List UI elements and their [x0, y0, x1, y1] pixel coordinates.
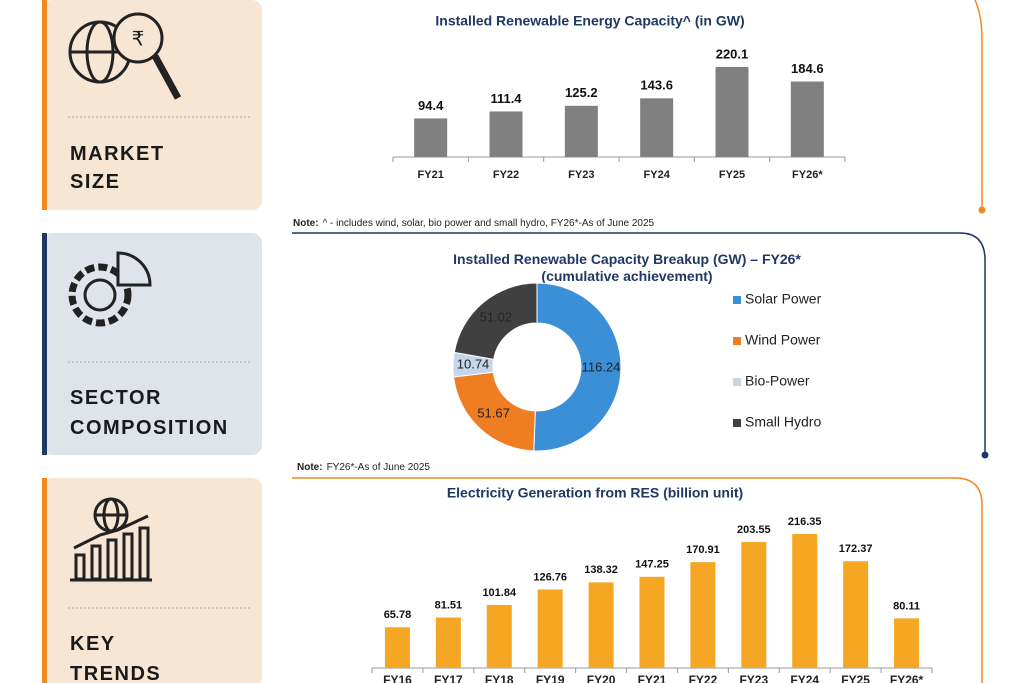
note-label: Note: [293, 218, 319, 229]
legend-swatch [733, 378, 741, 386]
value-label: 125.2 [565, 85, 598, 100]
bar [414, 118, 448, 157]
x-tick-label: FY23 [568, 169, 594, 181]
panel-background [42, 233, 262, 455]
value-label: 65.78 [384, 609, 412, 621]
panel-accent [42, 233, 47, 455]
slice-label: 116.24 [582, 360, 621, 375]
x-tick-label: FY25 [719, 169, 745, 181]
panel-label: MARKET [70, 143, 165, 165]
charts: MARKET SIZE SECTOR COMPOSITION KEY TRENDS Inst… [70, 13, 933, 683]
donut-slice [453, 282, 538, 360]
legend-swatch [733, 296, 741, 304]
note-label: Note: [297, 462, 323, 473]
x-tick-label: FY24 [644, 169, 671, 181]
x-tick-label: FY26* [792, 169, 823, 181]
bar [639, 576, 665, 668]
value-label: 172.37 [839, 543, 873, 555]
bar [486, 604, 512, 668]
chart-title: Installed Renewable Energy Capacity^ (in… [435, 13, 744, 29]
bar [894, 618, 920, 668]
value-label: 203.55 [737, 524, 771, 536]
value-label: 81.51 [435, 599, 463, 611]
legend-swatch [733, 337, 741, 345]
x-tick-label: FY17 [434, 673, 463, 683]
note-text: ^ - includes wind, solar, bio power and … [323, 218, 655, 229]
x-tick-label: FY25 [841, 673, 870, 683]
bar [640, 98, 674, 157]
bar [715, 67, 749, 157]
bar [790, 81, 824, 157]
value-label: 170.91 [686, 544, 720, 556]
donut-slice [533, 282, 622, 452]
frame-line [292, 232, 986, 455]
panel-label: SECTOR [70, 387, 162, 409]
frame-dot [981, 451, 989, 459]
x-tick-label: FY23 [739, 673, 768, 683]
frame-dot [978, 206, 986, 214]
bar [741, 541, 767, 668]
x-tick-label: FY18 [485, 673, 514, 683]
x-tick-label: FY16 [383, 673, 412, 683]
value-label: 143.6 [640, 78, 673, 93]
x-tick-label: FY20 [587, 673, 616, 683]
x-tick-label: FY22 [689, 673, 718, 683]
value-label: 147.25 [635, 559, 669, 571]
legend-label: Small Hydro [745, 414, 821, 430]
panel-label: KEY [70, 633, 116, 655]
x-tick-label: FY21 [418, 169, 444, 181]
value-label: 138.32 [584, 564, 618, 576]
x-tick-label: FY22 [493, 169, 519, 181]
bar [792, 534, 818, 668]
bar [588, 582, 614, 668]
value-label: 101.84 [482, 587, 517, 599]
bar [489, 111, 523, 157]
panel-label: COMPOSITION [70, 417, 229, 439]
chart-title: Installed Renewable Capacity Breakup (GW… [453, 251, 801, 284]
legend-label: Solar Power [745, 291, 822, 307]
note-text: FY26*-As of June 2025 [327, 462, 431, 473]
note: Note: FY26*-As of June 2025 [297, 462, 430, 473]
value-label: 111.4 [490, 91, 522, 106]
panel-accent [42, 0, 47, 210]
note: Note: ^ - includes wind, solar, bio power… [293, 218, 655, 229]
legend-label: Wind Power [745, 332, 821, 348]
x-tick-label: FY21 [638, 673, 667, 683]
bar [384, 627, 410, 668]
market-icon: ₹ [68, 12, 182, 100]
bar [537, 589, 563, 668]
panel-accent [42, 478, 47, 683]
trends-icon [70, 497, 152, 582]
x-tick-label: FY19 [536, 673, 565, 683]
bar [843, 561, 869, 668]
value-label: 80.11 [893, 600, 920, 612]
slice-label: 51.02 [480, 309, 513, 324]
value-label: 216.35 [788, 516, 822, 528]
legend-label: Bio-Power [745, 373, 810, 389]
x-tick-label: FY26* [890, 673, 924, 683]
bar [690, 562, 716, 668]
value-label: 94.4 [418, 98, 444, 113]
svg-text:₹: ₹ [132, 28, 145, 50]
chart-title: Electricity Generation from RES (billion… [447, 485, 743, 501]
sector-icon [68, 251, 152, 327]
slice-label: 10.74 [457, 357, 490, 372]
frame-line [292, 477, 983, 683]
value-label: 184.6 [791, 61, 824, 76]
frame-line [974, 0, 983, 210]
bar [435, 617, 461, 668]
value-label: 220.1 [716, 46, 749, 61]
value-label: 126.76 [533, 571, 567, 583]
panel-label: SIZE [70, 171, 120, 193]
slice-label: 51.67 [477, 405, 510, 420]
panel-label: TRENDS [70, 663, 161, 683]
legend-swatch [733, 419, 741, 427]
bar [564, 105, 598, 157]
x-tick-label: FY24 [790, 673, 819, 683]
